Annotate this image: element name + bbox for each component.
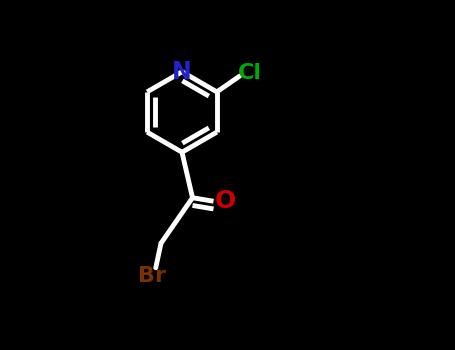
Text: O: O [215, 189, 237, 213]
Text: N: N [172, 60, 192, 84]
Text: Br: Br [138, 266, 166, 287]
Text: Cl: Cl [238, 63, 262, 83]
